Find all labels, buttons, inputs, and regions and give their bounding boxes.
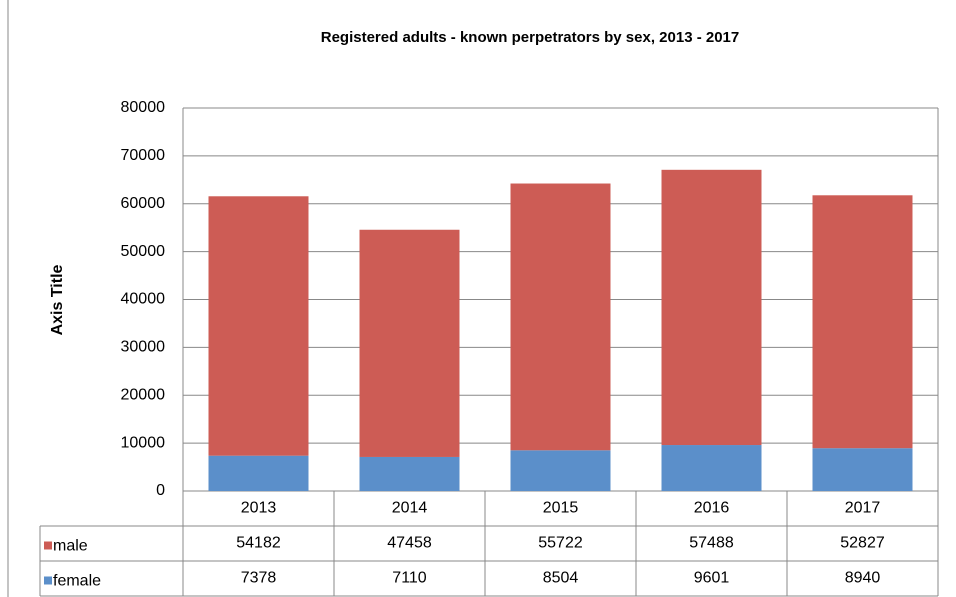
legend-key bbox=[44, 576, 52, 585]
bar bbox=[661, 169, 762, 446]
bar bbox=[359, 456, 460, 491]
chart-title: Registered adults - known perpetrators b… bbox=[321, 29, 740, 46]
y-tick-label: 60000 bbox=[121, 195, 166, 212]
y-axis-title: Axis Title bbox=[49, 264, 66, 335]
y-tick-label: 40000 bbox=[121, 291, 166, 308]
bar bbox=[510, 183, 611, 451]
table-value: 8940 bbox=[845, 570, 881, 587]
bar bbox=[812, 195, 913, 449]
table-value: 57488 bbox=[689, 535, 734, 552]
y-tick-label: 20000 bbox=[121, 386, 166, 403]
table-value: 54182 bbox=[236, 535, 281, 552]
bar bbox=[510, 450, 611, 491]
table-value: 47458 bbox=[387, 535, 432, 552]
x-tick-label: 2017 bbox=[845, 500, 881, 517]
x-tick-label: 2016 bbox=[694, 500, 730, 517]
table-value: 52827 bbox=[840, 535, 885, 552]
x-tick-label: 2013 bbox=[241, 500, 277, 517]
table-value: 55722 bbox=[538, 535, 583, 552]
bar bbox=[661, 445, 762, 491]
bar bbox=[208, 196, 309, 456]
table-value: 9601 bbox=[694, 570, 730, 587]
bar bbox=[359, 229, 460, 457]
legend-label: female bbox=[53, 573, 101, 590]
y-tick-label: 30000 bbox=[121, 339, 166, 356]
legend-label: male bbox=[53, 538, 88, 555]
y-tick-label: 80000 bbox=[121, 99, 166, 116]
x-tick-label: 2015 bbox=[543, 500, 579, 517]
table-value: 7110 bbox=[392, 570, 427, 587]
y-tick-label: 50000 bbox=[121, 243, 166, 260]
y-tick-label: 10000 bbox=[121, 434, 166, 451]
bar bbox=[812, 448, 913, 491]
x-tick-label: 2014 bbox=[392, 500, 428, 517]
bar bbox=[208, 455, 309, 491]
table-value: 7378 bbox=[241, 570, 277, 587]
legend-key bbox=[44, 541, 52, 550]
y-tick-label: 70000 bbox=[121, 147, 166, 164]
y-tick-label: 0 bbox=[156, 482, 165, 499]
table-value: 8504 bbox=[543, 570, 579, 587]
